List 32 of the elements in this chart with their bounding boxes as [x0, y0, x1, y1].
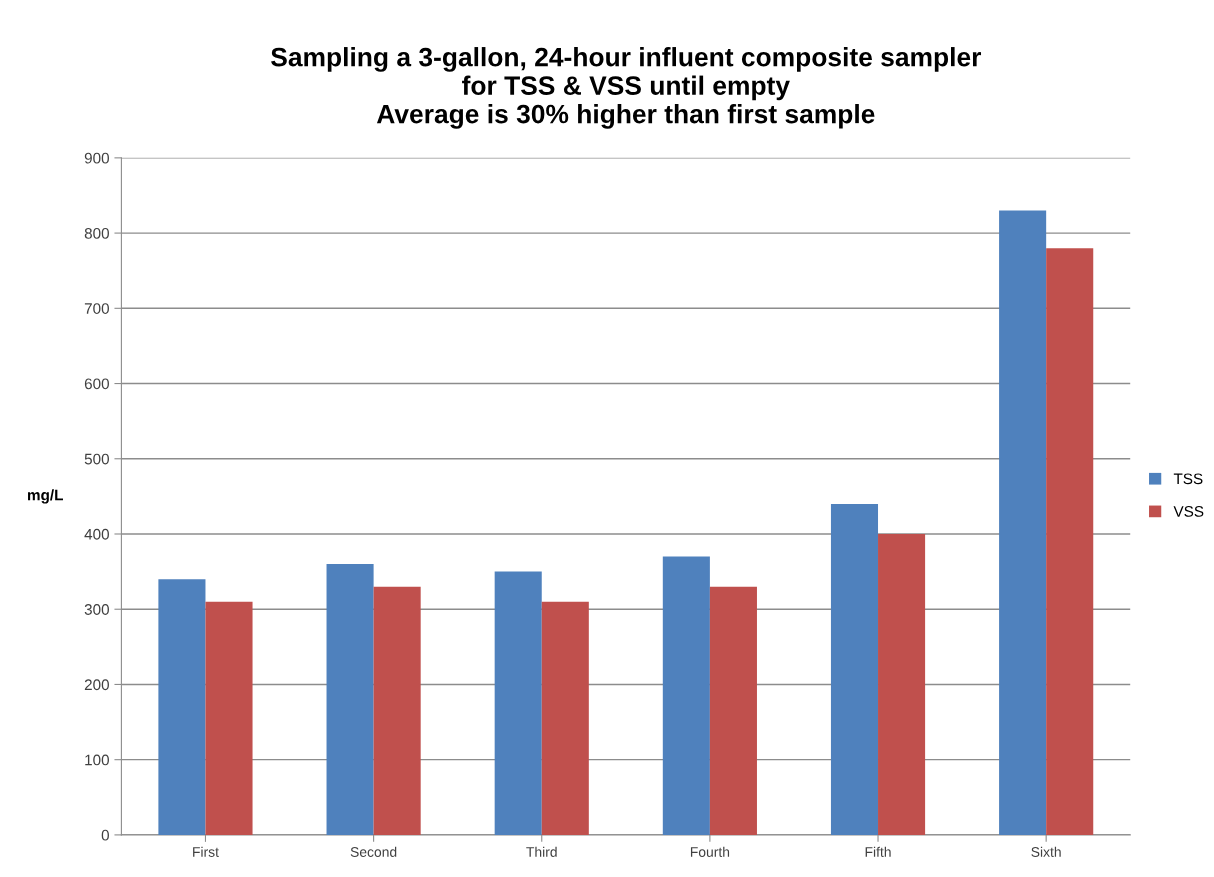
y-tick-label: 100 [85, 754, 109, 766]
y-tick-label: 900 [84, 152, 109, 164]
chart-title: Sampling a 3-gallon, 24-hour influent composite sampler for TSS & VSS until empty Average is 30% higher than first sample [271, 47, 982, 129]
y-tick-label: 600 [84, 378, 109, 390]
bar [373, 586, 421, 835]
bar [1046, 248, 1094, 835]
bar [999, 210, 1047, 835]
bar [494, 571, 542, 835]
legend-label: TSS [1173, 473, 1203, 485]
x-tick-label: Sixth [1031, 846, 1061, 857]
bar [662, 556, 710, 835]
x-tick-label: Third [526, 846, 557, 857]
x-tick-label: Fourth [690, 846, 730, 857]
bar [158, 579, 206, 835]
y-tick-label: 500 [84, 453, 109, 465]
y-tick-label: 800 [84, 227, 109, 239]
bar [709, 586, 757, 835]
y-axis-title: mg/L [27, 489, 63, 504]
bar [205, 601, 253, 835]
x-tick-label: First [193, 846, 219, 857]
bar [541, 601, 589, 835]
y-tick-label: 400 [84, 528, 109, 540]
bar [326, 564, 374, 835]
y-tick-label: 300 [84, 604, 109, 615]
bar [830, 503, 879, 835]
legend-label: VSS [1173, 506, 1204, 517]
y-tick-label: 200 [84, 679, 109, 691]
y-tick-label: 700 [84, 303, 109, 314]
y-tick-label: 0 [101, 829, 109, 841]
x-tick-label: Fifth [865, 846, 891, 857]
bar [878, 534, 926, 835]
x-tick-label: Second [350, 846, 397, 857]
